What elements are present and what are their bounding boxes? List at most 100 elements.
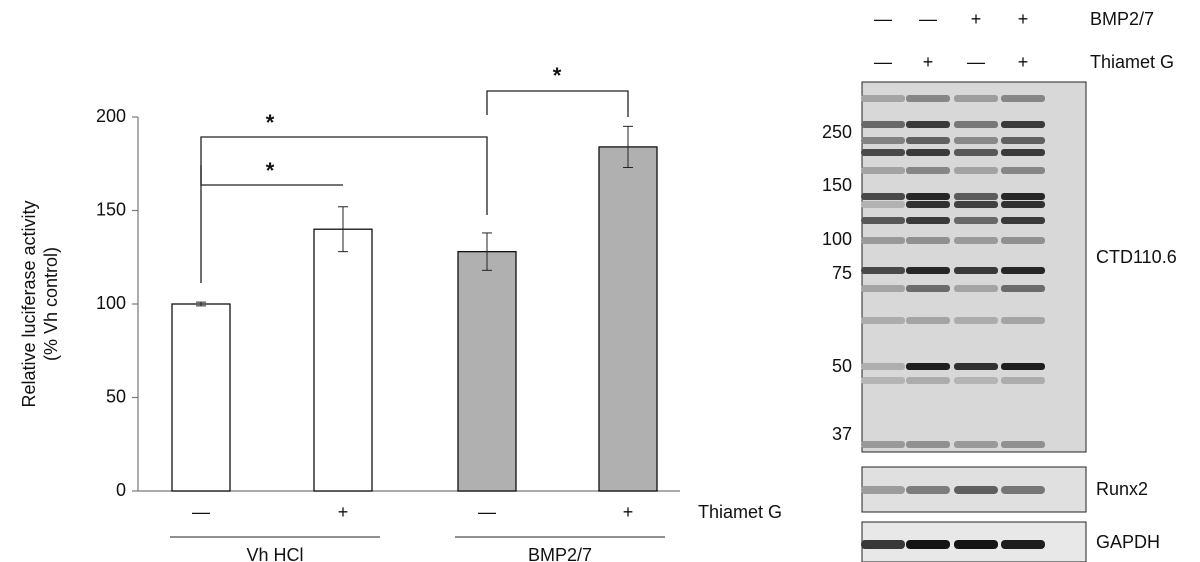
band (954, 377, 998, 384)
band (1001, 285, 1045, 292)
band (861, 237, 905, 244)
band (861, 121, 905, 128)
band (906, 95, 950, 102)
band (1001, 217, 1045, 224)
band (861, 217, 905, 224)
band (954, 167, 998, 174)
significance: * (266, 158, 275, 183)
lane-sign: + (1018, 52, 1029, 72)
band (861, 317, 905, 324)
band (861, 193, 905, 200)
band (954, 201, 998, 208)
marker-label: 150 (822, 175, 852, 195)
band (906, 486, 950, 494)
band (1001, 237, 1045, 244)
band (1001, 167, 1045, 174)
y-tick-label: 50 (106, 386, 126, 406)
band (861, 201, 905, 208)
marker-label: 250 (822, 122, 852, 142)
band (906, 317, 950, 324)
lane-sign: — (919, 9, 937, 29)
x-tick-label: — (478, 502, 496, 522)
band (1001, 201, 1045, 208)
lane-sign: — (874, 52, 892, 72)
band (906, 167, 950, 174)
panel-label: Runx2 (1096, 479, 1148, 499)
significance: * (553, 63, 562, 88)
y-axis-label: (% Vh control) (41, 247, 61, 361)
band (906, 363, 950, 370)
band (1001, 540, 1045, 549)
lane-sign: + (971, 9, 982, 29)
band (861, 363, 905, 370)
band (906, 201, 950, 208)
band (954, 363, 998, 370)
band (954, 193, 998, 200)
band (954, 441, 998, 448)
band (954, 540, 998, 549)
lane-sign: + (1018, 9, 1029, 29)
band (1001, 377, 1045, 384)
y-tick-label: 150 (96, 199, 126, 219)
panel-label: CTD110.6 (1096, 247, 1177, 267)
band (1001, 486, 1045, 494)
band (1001, 121, 1045, 128)
y-axis-label: Relative luciferase activity (19, 200, 39, 407)
bar (458, 252, 516, 491)
group-label: BMP2/7 (528, 545, 592, 562)
band (906, 121, 950, 128)
band (954, 121, 998, 128)
panel-label: GAPDH (1096, 532, 1160, 552)
treatment-label: Thiamet G (1090, 52, 1174, 72)
band (861, 95, 905, 102)
band (906, 217, 950, 224)
lane-sign: — (874, 9, 892, 29)
figure: Relative luciferase activity (% Vh contr… (0, 0, 1200, 562)
band (861, 137, 905, 144)
band (906, 377, 950, 384)
bar (599, 147, 657, 491)
group-label: Vh HCl (246, 545, 303, 562)
y-tick-label: 200 (96, 106, 126, 126)
bar (172, 304, 230, 491)
band (954, 217, 998, 224)
band (861, 441, 905, 448)
band (906, 137, 950, 144)
band (861, 267, 905, 274)
band (1001, 317, 1045, 324)
marker-label: 75 (832, 263, 852, 283)
band (906, 149, 950, 156)
band (906, 193, 950, 200)
marker-label: 37 (832, 424, 852, 444)
band (861, 486, 905, 494)
x-tick-label: — (192, 502, 210, 522)
band (954, 137, 998, 144)
x-tick-label: + (623, 502, 634, 522)
band (954, 149, 998, 156)
band (954, 267, 998, 274)
significance: * (266, 110, 275, 135)
band (861, 540, 905, 549)
band (1001, 267, 1045, 274)
band (1001, 95, 1045, 102)
x-axis-title: Thiamet G (698, 502, 782, 522)
x-tick-label: + (338, 502, 349, 522)
band (906, 285, 950, 292)
marker-label: 50 (832, 356, 852, 376)
lane-sign: + (923, 52, 934, 72)
band (906, 441, 950, 448)
y-tick-label: 0 (116, 480, 126, 500)
band (1001, 441, 1045, 448)
band (954, 237, 998, 244)
bar (314, 229, 372, 491)
band (1001, 149, 1045, 156)
band (954, 317, 998, 324)
band (861, 149, 905, 156)
band (1001, 137, 1045, 144)
marker-label: 100 (822, 229, 852, 249)
lane-sign: — (967, 52, 985, 72)
band (906, 267, 950, 274)
band (1001, 193, 1045, 200)
band (861, 377, 905, 384)
y-tick-label: 100 (96, 293, 126, 313)
